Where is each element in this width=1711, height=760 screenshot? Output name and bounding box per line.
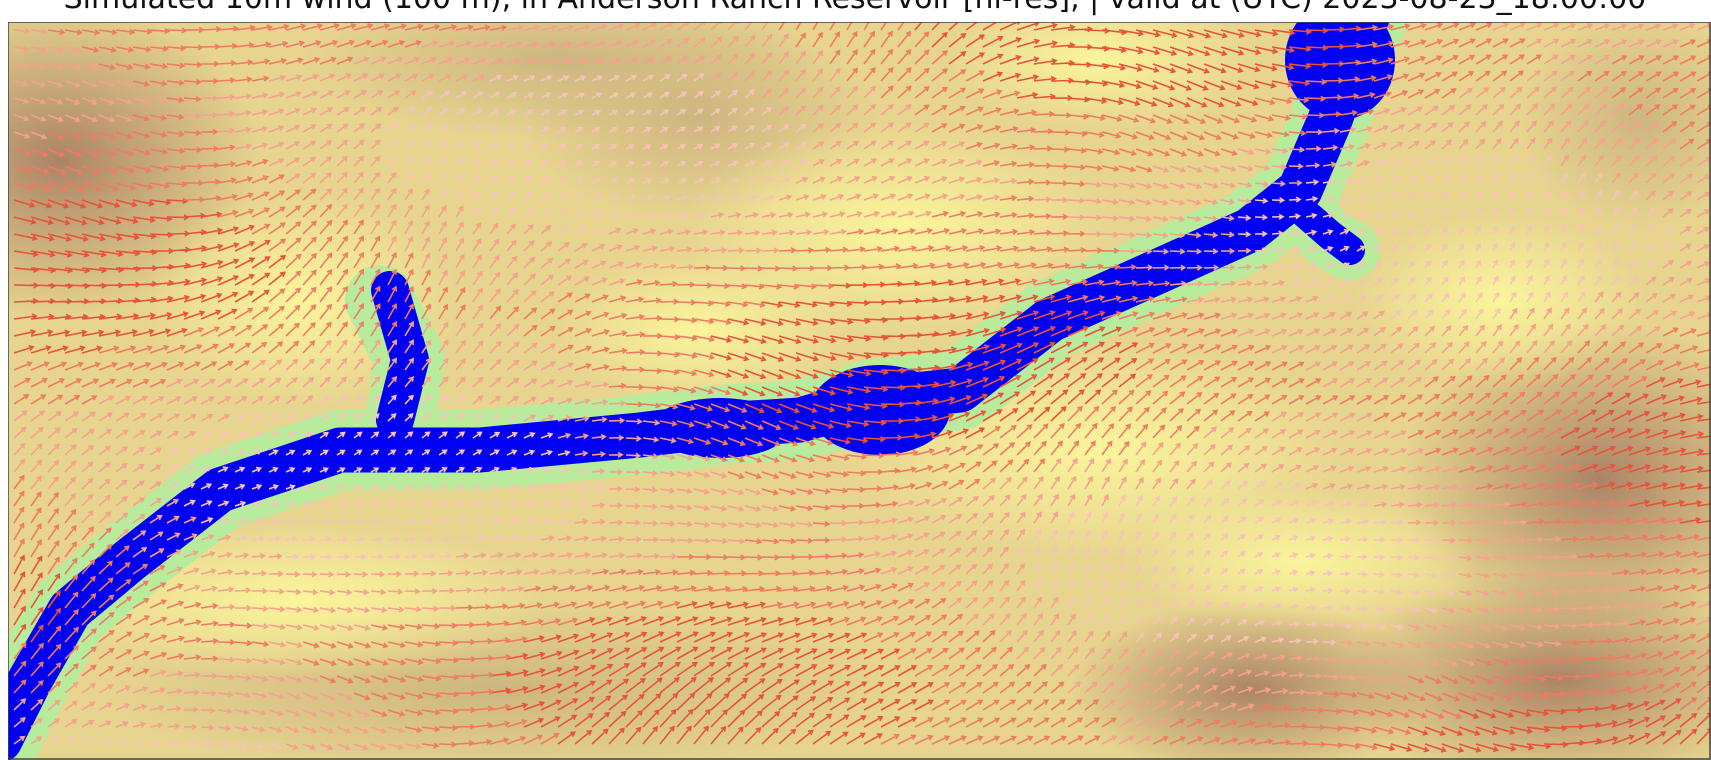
map-area (0, 0, 1711, 760)
page: {"header": {"title": "Simulated 10m wind… (0, 0, 1711, 760)
wind-map: Simulated 10m wind (100 m), in Anderson … (0, 0, 1711, 760)
map-title: Simulated 10m wind (100 m), in Anderson … (64, 0, 1647, 16)
